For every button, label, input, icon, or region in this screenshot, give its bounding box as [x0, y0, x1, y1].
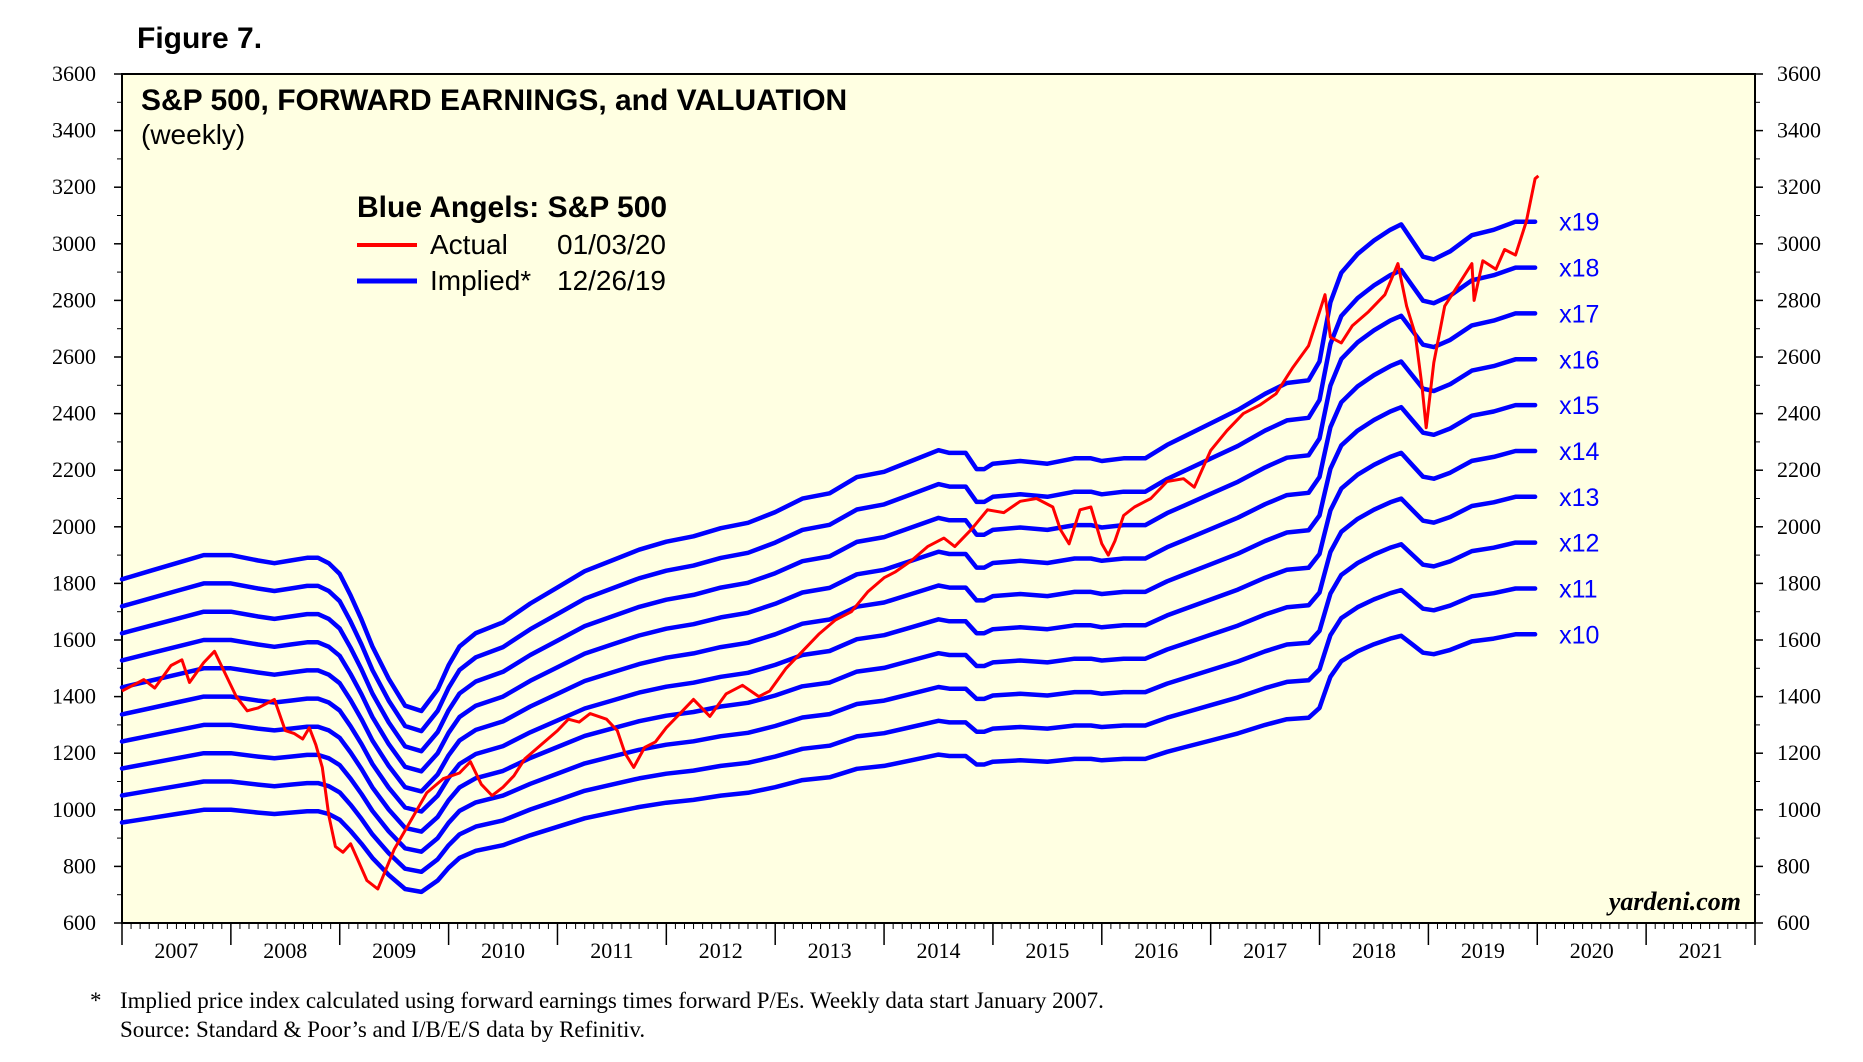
- y-tick-label-right: 1000: [1777, 797, 1821, 822]
- x-tick-label: 2012: [699, 938, 743, 963]
- y-tick-label-left: 1000: [52, 797, 96, 822]
- y-tick-label-left: 800: [63, 853, 96, 878]
- x-tick-label: 2014: [917, 938, 961, 963]
- y-tick-label-left: 3200: [52, 174, 96, 199]
- footnote-marker: *: [90, 988, 102, 1013]
- watermark: yardeni.com: [1606, 887, 1741, 916]
- implied-line-x18: [119, 265, 1538, 734]
- y-tick-label-right: 800: [1777, 853, 1810, 878]
- y-tick-label-right: 2800: [1777, 287, 1821, 312]
- multiple-label: x17: [1559, 300, 1599, 328]
- y-tick-label-left: 2000: [52, 514, 96, 539]
- multiple-label: x18: [1559, 255, 1599, 283]
- x-tick-label: 2009: [372, 938, 416, 963]
- multiple-labels: x10 x11 x12 x13 x14 x15 x16 x17 x18 x19: [1559, 209, 1599, 650]
- x-tick-label: 2008: [263, 938, 307, 963]
- figure-label: Figure 7.: [137, 22, 263, 55]
- legend-actual-date: 01/03/20: [557, 229, 666, 260]
- implied-line-x14: [119, 448, 1538, 814]
- multiple-label: x10: [1559, 621, 1599, 649]
- y-tick-label-left: 2600: [52, 344, 96, 369]
- y-tick-label-left: 3000: [52, 231, 96, 256]
- x-tick-label: 2020: [1570, 938, 1614, 963]
- implied-line-x11: [119, 586, 1538, 875]
- implied-line-x15: [119, 402, 1538, 794]
- actual-line-group: [121, 174, 1540, 891]
- x-tick-label: 2013: [808, 938, 852, 963]
- y-tick-label-left: 2200: [52, 457, 96, 482]
- chart-title: S&P 500, FORWARD EARNINGS, and VALUATION: [141, 84, 847, 117]
- y-tick-label-right: 3200: [1777, 174, 1821, 199]
- y-tick-label-right: 2600: [1777, 344, 1821, 369]
- multiple-label: x16: [1559, 346, 1599, 374]
- y-tick-label-right: 1800: [1777, 570, 1821, 595]
- x-tick-label: 2019: [1461, 938, 1505, 963]
- y-tick-label-right: 2400: [1777, 401, 1821, 426]
- implied-line-x12: [119, 540, 1538, 854]
- implied-lines: [119, 219, 1538, 895]
- x-tick-label: 2015: [1025, 938, 1069, 963]
- multiple-label: x13: [1559, 484, 1599, 512]
- legend-implied-date: 12/26/19: [557, 265, 666, 296]
- y-tick-label-left: 3600: [52, 61, 96, 86]
- y-tick-label-right: 3400: [1777, 118, 1821, 143]
- x-tick-label: 2018: [1352, 938, 1396, 963]
- implied-line-x16: [119, 357, 1538, 774]
- y-tick-label-right: 3000: [1777, 231, 1821, 256]
- y-tick-label-left: 2400: [52, 401, 96, 426]
- y-tick-label-left: 3400: [52, 118, 96, 143]
- chart-subtitle: (weekly): [141, 119, 245, 150]
- x-tick-label: 2016: [1134, 938, 1178, 963]
- y-tick-label-left: 1600: [52, 627, 96, 652]
- implied-line-x10: [119, 632, 1538, 895]
- legend-actual-label: Actual: [430, 229, 508, 260]
- y-tick-label-right: 2000: [1777, 514, 1821, 539]
- legend-implied-label: Implied*: [430, 265, 531, 296]
- y-tick-label-left: 1800: [52, 570, 96, 595]
- x-tick-label: 2011: [590, 938, 633, 963]
- implied-line-x17: [119, 311, 1538, 754]
- implied-line-x19: [119, 219, 1538, 714]
- grid-ticks: 600 600 800 800 1000 1000 1200 1200 1400 1400 1600…: [52, 61, 1821, 963]
- y-tick-label-left: 2800: [52, 287, 96, 312]
- legend: Blue Angels: S&P 500 Actual 01/03/20 Imp…: [357, 191, 667, 296]
- legend-title: Blue Angels: S&P 500: [357, 191, 667, 224]
- x-tick-label: 2021: [1679, 938, 1723, 963]
- footnote: Implied price index calculated using for…: [120, 988, 1104, 1013]
- x-tick-label: 2010: [481, 938, 525, 963]
- x-tick-label: 2007: [154, 938, 198, 963]
- plot-background: [121, 73, 1756, 924]
- y-tick-label-left: 1200: [52, 740, 96, 765]
- source-note: Source: Standard & Poor’s and I/B/E/S da…: [120, 1017, 646, 1042]
- multiple-label: x11: [1559, 575, 1597, 603]
- y-tick-label-right: 1600: [1777, 627, 1821, 652]
- y-tick-label-left: 1400: [52, 684, 96, 709]
- actual-line: [121, 174, 1540, 891]
- y-tick-label-right: 3600: [1777, 61, 1821, 86]
- y-tick-label-right: 1400: [1777, 684, 1821, 709]
- multiple-label: x12: [1559, 530, 1599, 558]
- y-tick-label-left: 600: [63, 910, 96, 935]
- y-tick-label-right: 600: [1777, 910, 1810, 935]
- multiple-label: x15: [1559, 392, 1599, 420]
- implied-line-x13: [119, 494, 1538, 834]
- multiple-label: x19: [1559, 209, 1599, 237]
- y-tick-label-right: 1200: [1777, 740, 1821, 765]
- multiple-label: x14: [1559, 438, 1599, 466]
- y-tick-label-right: 2200: [1777, 457, 1821, 482]
- x-tick-label: 2017: [1243, 938, 1287, 963]
